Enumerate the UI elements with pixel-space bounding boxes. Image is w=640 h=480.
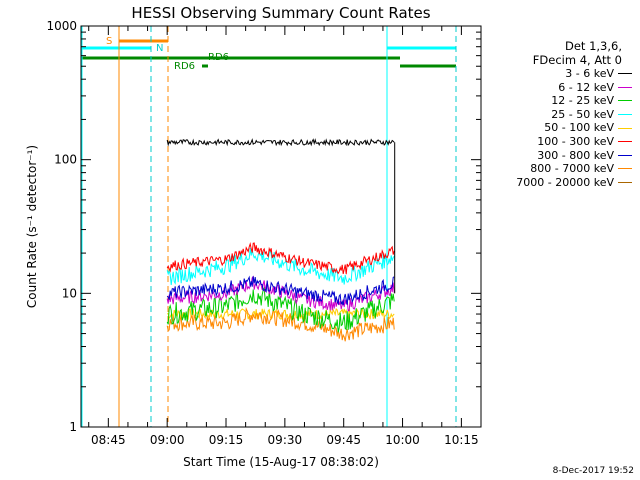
legend-swatch — [618, 114, 632, 116]
y-tick-label: 1 — [69, 420, 77, 434]
axes: 1 10 100 1000 08:45 09:00 09:15 09:30 09:45 10:00… — [46, 19, 481, 447]
event-vertical-lines — [81, 26, 457, 427]
x-tick-label: 10:15 — [444, 433, 479, 447]
generation-date: 8-Dec-2017 19:52 — [552, 466, 634, 476]
legend-entry: 25 - 50 keV — [482, 108, 632, 122]
legend-entry: 3 - 6 keV — [482, 67, 632, 81]
legend-entry: 300 - 800 keV — [482, 149, 632, 163]
legend-swatch — [618, 86, 632, 88]
legend-header-line-1: Det 1,3,6, — [564, 39, 622, 53]
legend-entry: 100 - 300 keV — [482, 135, 632, 149]
legend-entry: 800 - 7000 keV — [482, 162, 632, 176]
series-6-12-kev-line — [166, 275, 395, 312]
chart-title: HESSI Observing Summary Count Rates — [131, 4, 430, 22]
legend-entry: 6 - 12 keV — [482, 81, 632, 95]
series-lines — [166, 138, 396, 342]
legend-swatch — [618, 127, 632, 129]
legend-header-line-2: FDecim 4, Att 0 — [532, 52, 622, 67]
annotation-label: RD6 — [174, 61, 195, 72]
status-bars — [82, 39, 456, 68]
annotation-label: RD6 — [208, 52, 229, 63]
legend-entry-label: 6 - 12 keV — [558, 80, 614, 94]
x-tick-label: 08:45 — [91, 433, 126, 447]
x-tick-label: 09:45 — [326, 433, 361, 447]
legend-entry: 50 - 100 keV — [482, 121, 632, 135]
legend-entry-label: 50 - 100 keV — [544, 121, 614, 135]
legend-entry: 7000 - 20000 keV — [482, 176, 632, 190]
y-tick-label: 100 — [54, 153, 77, 167]
legend-entry-label: 100 - 300 keV — [537, 134, 614, 148]
annotation-label: N — [156, 43, 163, 54]
legend-entry: 12 - 25 keV — [482, 94, 632, 108]
legend-entry-label: 800 - 7000 keV — [530, 162, 614, 176]
legend-entry-label: 12 - 25 keV — [551, 94, 614, 108]
legend-swatch — [618, 100, 632, 102]
legend-entry-label: 3 - 6 keV — [565, 67, 614, 80]
y-tick-label: 1000 — [46, 19, 77, 33]
legend-swatch — [618, 154, 632, 156]
x-tick-label: 09:00 — [150, 433, 185, 447]
legend-swatch — [618, 73, 632, 75]
legend-entry-label: 300 - 800 keV — [537, 148, 614, 162]
series-800-7000-kev-line — [166, 306, 395, 342]
annotations: S N RD6 RD6 — [106, 36, 229, 72]
plot-frame — [80, 25, 482, 428]
legend-swatch — [618, 168, 632, 170]
y-axis-label: Count Rate (s⁻¹ detector⁻¹) — [25, 145, 39, 308]
series-3-6-kev-line — [166, 138, 395, 147]
x-axis-label: Start Time (15-Aug-17 08:38:02) — [183, 455, 379, 469]
series-300-800-kev-line — [166, 275, 395, 306]
annotation-label: S — [106, 36, 112, 47]
x-tick-label: 09:15 — [209, 433, 244, 447]
legend-swatch — [618, 141, 632, 143]
legend-entry-label: 7000 - 20000 keV — [516, 175, 614, 189]
x-tick-label: 10:00 — [385, 433, 420, 447]
legend: Det 1,3,6, FDecim 4, Att 0 3 - 6 keV 6 - … — [482, 39, 632, 190]
series-25-50-kev-line — [166, 248, 395, 285]
legend-entry-label: 25 - 50 keV — [551, 107, 614, 121]
legend-swatch — [618, 182, 632, 184]
series-12-25-kev-line — [166, 286, 395, 333]
series-100-300-kev-line — [166, 241, 395, 275]
y-tick-label: 10 — [62, 286, 77, 300]
x-tick-label: 09:30 — [268, 433, 303, 447]
